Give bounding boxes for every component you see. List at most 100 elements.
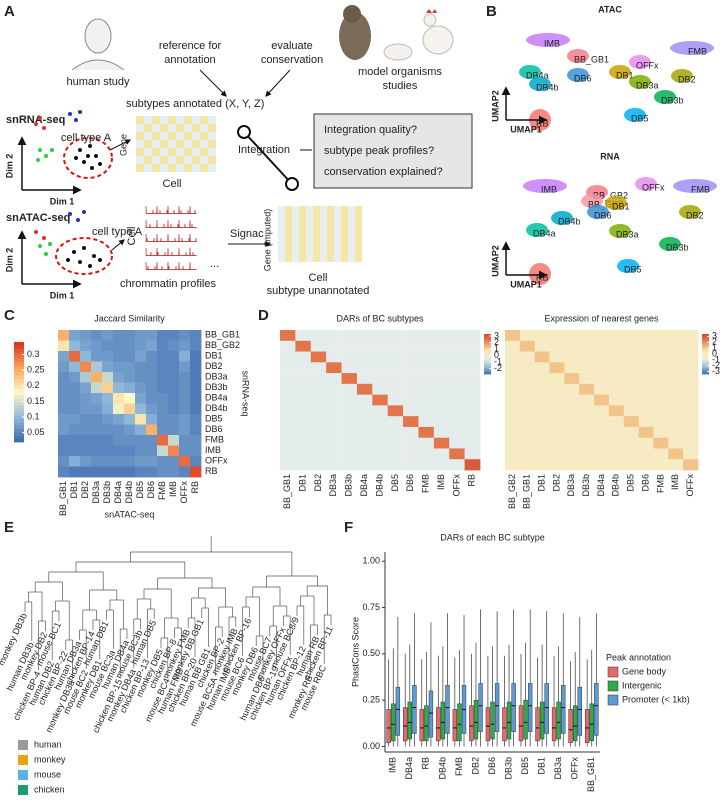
panel-letter: E [4, 519, 14, 536]
colorbar-step [702, 368, 709, 371]
illustration-cell [327, 255, 334, 262]
heatmap-cell [124, 361, 136, 373]
x-tick-label: DB1 [69, 481, 79, 499]
umap-cluster [551, 211, 573, 225]
heatmap-cell [534, 437, 550, 449]
heatmap-cell [295, 437, 312, 449]
illustration-cell [327, 220, 334, 227]
illustration-cell [348, 255, 355, 262]
heatmap-cell [157, 340, 169, 352]
chicken-icon [426, 9, 437, 13]
illustration-cell [327, 213, 334, 220]
x-tick-label: DB2 [313, 474, 323, 492]
heatmap-cell [549, 340, 565, 352]
box [539, 701, 545, 740]
cluster-label: DB6 [594, 210, 612, 220]
heatmap-cell [135, 456, 147, 467]
heatmap-cell [653, 340, 669, 352]
y-tick-label: RB [205, 466, 218, 476]
heatmap-cell [579, 383, 595, 396]
heatmap-cell [190, 466, 202, 478]
heatmap-cell [549, 373, 565, 385]
heatmap-cell [168, 361, 180, 373]
heatmap-cell [549, 437, 565, 449]
illustration-cell [313, 213, 320, 220]
legend-swatch [18, 740, 28, 750]
legend-swatch [18, 785, 28, 795]
heatmap-cell [102, 330, 114, 341]
heatmap-cell [534, 373, 550, 385]
mouse-icon [383, 43, 413, 61]
heatmap-cell [179, 466, 191, 478]
illustration-cell [355, 248, 362, 255]
heatmap-cell [157, 351, 169, 362]
heatmap-cell [58, 456, 70, 467]
heatmap-cell [549, 362, 565, 374]
illustration-heatmap [278, 206, 362, 262]
heatmap-cell [179, 435, 191, 446]
illustration-cell [278, 206, 285, 213]
x-tick-label: DB5 [520, 757, 530, 775]
heatmap-cell [579, 340, 595, 352]
heatmap-cell [135, 445, 147, 457]
heatmap-cell [433, 405, 450, 417]
colorbar-step [484, 347, 491, 350]
label: evaluate [271, 40, 313, 52]
heatmap-cell [356, 448, 373, 460]
heatmap-cell [341, 373, 358, 385]
colorbar-step [484, 340, 491, 343]
heatmap-cell [534, 362, 550, 374]
heatmap-cell [623, 373, 640, 385]
heatmap-cell [668, 437, 684, 449]
heatmap-cell [168, 435, 180, 446]
box [403, 707, 408, 742]
heatmap-cell [146, 466, 158, 478]
heatmap-cell [341, 330, 358, 342]
heatmap-cell [418, 437, 435, 449]
heatmap-cell [594, 340, 610, 352]
heatmap-cell [80, 351, 92, 362]
illustration-cell [160, 116, 168, 124]
heatmap-cell [341, 426, 358, 439]
x-tick-label: FMB [454, 757, 464, 776]
heatmap-cell [326, 448, 342, 460]
heatmap-cell [433, 373, 450, 385]
heatmap-cell [433, 351, 450, 363]
x-tick-label: DB3a [553, 757, 563, 780]
umap-cluster [617, 259, 639, 273]
illustration-cell [299, 213, 306, 220]
heatmap-cell [418, 351, 435, 363]
heatmap-cell [168, 382, 180, 394]
heatmap-cell [69, 382, 81, 394]
axis-label: Dim 2 [4, 154, 14, 179]
x-tick-label: BB_GB1 [586, 757, 596, 792]
heatmap-cell [549, 330, 565, 342]
heatmap-cell [449, 340, 466, 352]
x-tick-label: DB4a [113, 481, 123, 504]
chart-title: DARs of each BC subtype [440, 532, 545, 542]
box [568, 709, 573, 743]
heatmap-cell [168, 393, 180, 404]
box [523, 699, 528, 740]
illustration-cell [136, 164, 144, 172]
heatmap-cell [449, 330, 466, 342]
heatmap-cell [341, 351, 358, 363]
heatmap-cell [113, 456, 125, 467]
umap-cluster [629, 75, 651, 89]
illustration-cell [313, 227, 320, 234]
box [424, 705, 429, 742]
heatmap-cell [341, 405, 358, 417]
illustration-cell [160, 156, 168, 164]
illustration-cell [285, 241, 292, 248]
heatmap-cell [505, 394, 521, 406]
heatmap-cell [80, 382, 92, 394]
heatmap-cell [387, 426, 404, 439]
heatmap-cell [519, 459, 536, 471]
heatmap-cell [449, 405, 466, 417]
heatmap-cell [69, 393, 81, 404]
y-tick-label: DB1 [205, 351, 223, 361]
colorbar-label: 1 [494, 343, 499, 353]
heatmap-cell [91, 330, 103, 341]
heatmap-cell [146, 330, 158, 341]
heatmap-cell [534, 340, 550, 352]
